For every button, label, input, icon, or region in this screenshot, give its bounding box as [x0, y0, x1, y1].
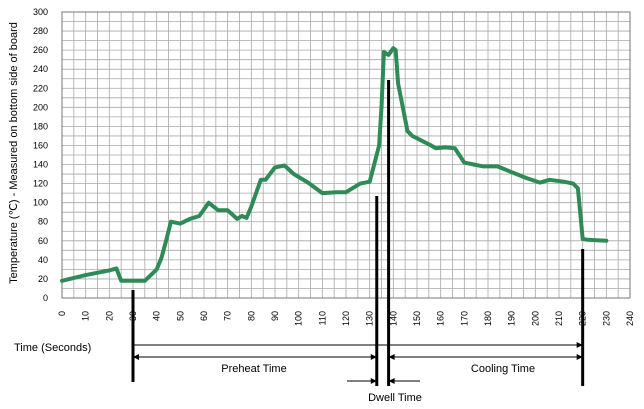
x-tick-label: 170: [459, 311, 469, 326]
y-tick-label: 20: [38, 274, 48, 284]
x-tick-label: 50: [175, 311, 185, 321]
cooling-span-arrow-head-right: [576, 354, 583, 360]
time-marker-lines: [131, 80, 585, 386]
x-tick-label: 40: [152, 311, 162, 321]
y-tick-label: 40: [38, 255, 48, 265]
y-tick-label: 160: [33, 140, 48, 150]
x-tick-label: 90: [270, 311, 280, 321]
x-tick-label: 10: [81, 311, 91, 321]
y-tick-label: 100: [33, 198, 48, 208]
y-tick-label: 240: [33, 64, 48, 74]
y-tick-label: 0: [43, 293, 48, 303]
y-tick-label: 300: [33, 7, 48, 17]
x-tick-label: 70: [223, 311, 233, 321]
x-tick-label: 240: [625, 311, 635, 326]
y-tick-label: 280: [33, 26, 48, 36]
x-tick-label: 200: [530, 311, 540, 326]
x-tick-label: 160: [436, 311, 446, 326]
x-tick-label: 150: [412, 311, 422, 326]
dwell-arrow-left-head: [370, 378, 377, 384]
x-tick-label: 100: [294, 311, 304, 326]
grid: [61, 11, 631, 299]
x-tick-label: 180: [483, 311, 493, 326]
y-axis-ticks: 0 20 40 60 80 100 120 140 160 180 200 220 240 260 280 3…: [33, 7, 48, 303]
x-tick-label: 230: [601, 311, 611, 326]
dwell-arrow-right-head: [388, 378, 395, 384]
plot-frame: [61, 11, 631, 299]
y-tick-label: 180: [33, 121, 48, 131]
preheat-time-label: Preheat Time: [221, 363, 286, 375]
y-tick-label: 220: [33, 83, 48, 93]
x-tick-label: 20: [104, 311, 114, 321]
y-tick-label: 200: [33, 102, 48, 112]
dwell-time-label: Dwell Time: [368, 392, 422, 404]
x-tick-label: 110: [317, 311, 327, 325]
x-tick-label: 0: [57, 311, 67, 316]
x-tick-label: 60: [199, 311, 209, 321]
x-tick-label: 140: [388, 311, 398, 326]
x-axis-label: Time (Seconds): [14, 342, 91, 354]
preheat-span-arrow-head-left: [133, 354, 139, 360]
cooling-span-arrow-head-left: [388, 354, 395, 360]
x-tick-label: 210: [554, 311, 564, 326]
x-tick-label: 120: [341, 311, 351, 326]
time-axis-arrowhead: [576, 342, 583, 348]
y-axis-label: Temperature (℃) - Measured on bottom sid…: [8, 22, 20, 284]
y-tick-label: 260: [33, 45, 48, 55]
y-tick-label: 60: [38, 236, 48, 246]
x-axis-ticks: 0102030405060708090100110120130140150160…: [57, 311, 635, 326]
cooling-time-label: Cooling Time: [471, 363, 535, 375]
y-tick-label: 80: [38, 217, 48, 227]
y-tick-label: 140: [33, 160, 48, 170]
preheat-span-arrow-head-right: [370, 354, 377, 360]
y-tick-label: 120: [33, 179, 48, 189]
temperature-series-line: [60, 46, 609, 283]
x-tick-label: 80: [246, 311, 256, 321]
x-tick-label: 130: [365, 311, 375, 326]
x-tick-label: 190: [507, 311, 517, 326]
